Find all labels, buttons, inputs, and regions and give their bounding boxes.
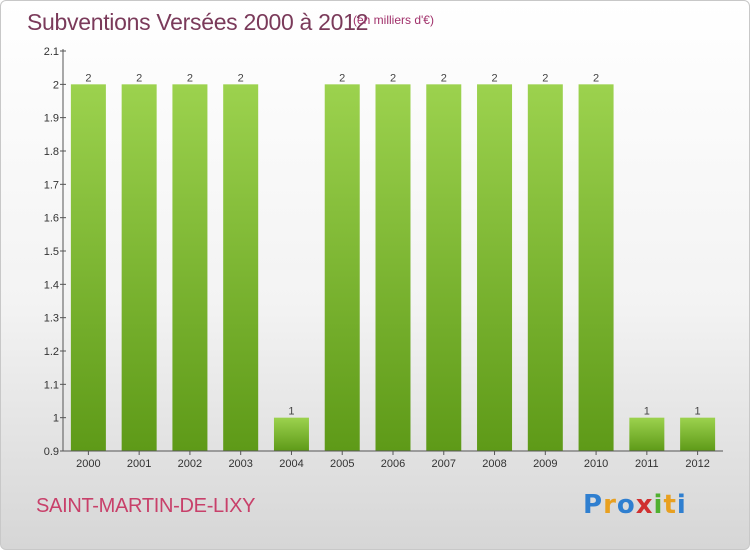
logo-letter: o — [616, 490, 636, 520]
logo-letter: i — [653, 490, 664, 520]
data-label: 2 — [542, 72, 548, 84]
data-label: 2 — [390, 72, 396, 84]
unit-note: (en milliers d'€) — [353, 13, 434, 27]
y-tick-label: 1.9 — [44, 113, 59, 125]
y-tick-label: 1.4 — [44, 279, 59, 291]
logo-letter: i — [676, 490, 687, 520]
x-tick-label: 2008 — [482, 458, 506, 470]
data-label: 2 — [339, 72, 345, 84]
y-tick-label: 1 — [53, 413, 59, 425]
bar — [121, 84, 157, 451]
x-tick-label: 2002 — [178, 458, 202, 470]
bar-chart: 2 2000 2 2001 2 2002 2 2003 1 2004 2 2005 2 2006 2 2007… — [44, 46, 723, 470]
x-tick-label: 2000 — [76, 458, 100, 470]
data-label: 1 — [288, 406, 294, 418]
bar — [375, 84, 411, 451]
bar — [172, 84, 208, 451]
x-tick-label: 2011 — [635, 458, 659, 470]
logo-letter: t — [663, 490, 677, 520]
y-tick-label: 1.5 — [44, 246, 59, 258]
y-tick-label: 1.6 — [44, 213, 59, 225]
x-tick-label: 2003 — [228, 458, 252, 470]
data-label: 2 — [491, 72, 497, 84]
x-tick-label: 2012 — [685, 458, 709, 470]
x-tick-label: 2005 — [330, 458, 354, 470]
bar — [324, 84, 360, 451]
y-tick-label: 1.2 — [44, 346, 59, 358]
y-tick-label: 0.9 — [44, 446, 59, 458]
x-tick-label: 2007 — [432, 458, 456, 470]
logo-letter: x — [635, 490, 654, 520]
chart-title: Subventions Versées 2000 à 2012 — [27, 9, 369, 35]
bar — [273, 417, 309, 451]
y-tick-label: 1.3 — [44, 313, 59, 325]
bar — [426, 84, 462, 451]
bar — [223, 84, 259, 451]
x-tick-label: 2009 — [533, 458, 557, 470]
x-tick-label: 2001 — [127, 458, 151, 470]
logo-letter: P — [583, 490, 604, 520]
data-label: 2 — [593, 72, 599, 84]
y-tick-label: 1.1 — [44, 379, 59, 391]
data-label: 1 — [695, 406, 701, 418]
bar — [70, 84, 106, 451]
y-tick-label: 1.8 — [44, 146, 59, 158]
proxiti-logo[interactable]: Proxiti — [583, 490, 687, 520]
x-tick-label: 2004 — [279, 458, 303, 470]
y-tick-label: 2.1 — [44, 46, 59, 58]
data-label: 2 — [187, 72, 193, 84]
logo-letter: r — [603, 490, 617, 520]
data-label: 2 — [136, 72, 142, 84]
data-label: 1 — [644, 406, 650, 418]
bar — [477, 84, 513, 451]
x-tick-label: 2010 — [584, 458, 608, 470]
bar — [629, 417, 665, 451]
bar — [680, 417, 716, 451]
data-label: 2 — [238, 72, 244, 84]
x-tick-label: 2006 — [381, 458, 405, 470]
data-label: 2 — [441, 72, 447, 84]
y-tick-label: 2 — [53, 79, 59, 91]
data-label: 2 — [85, 72, 91, 84]
y-tick-label: 1.7 — [44, 179, 59, 191]
commune-name: SAINT-MARTIN-DE-LIXY — [36, 495, 256, 517]
bar — [527, 84, 563, 451]
bar — [578, 84, 614, 451]
